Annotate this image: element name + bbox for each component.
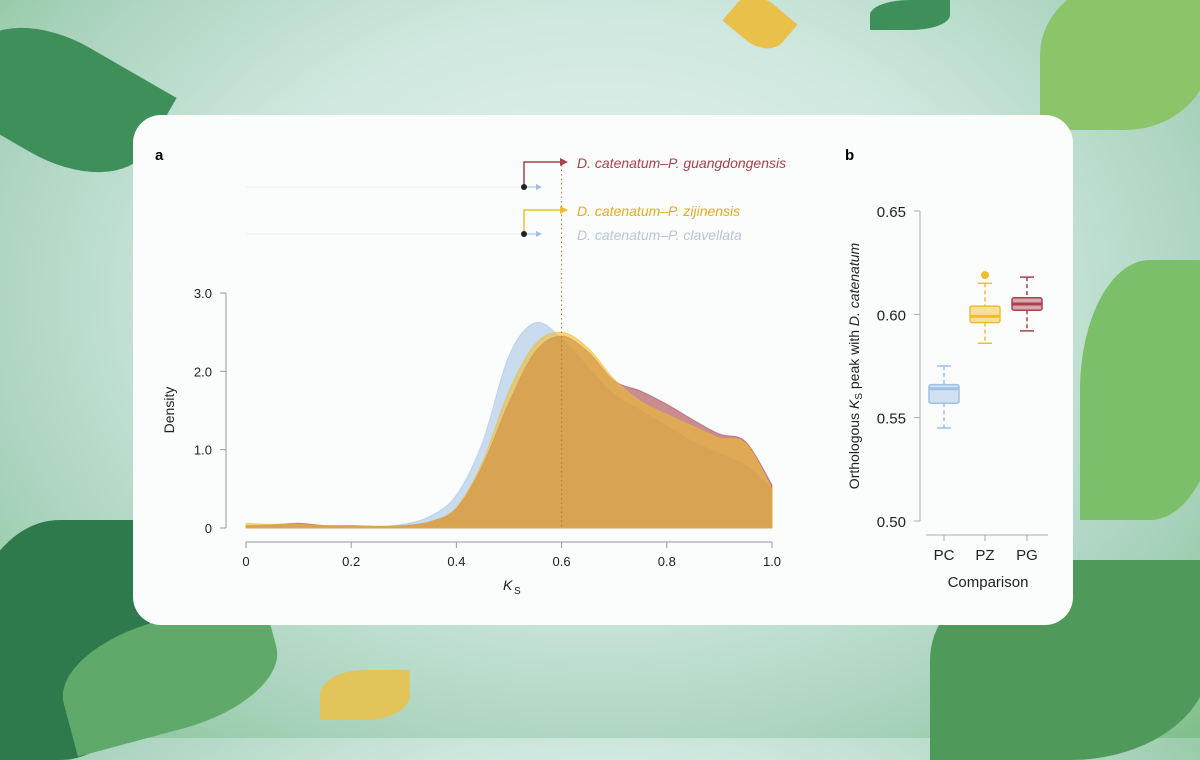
outlier-point	[981, 271, 989, 280]
guangdongensis-arrow	[523, 161, 562, 187]
category-label-pg: PG	[1016, 547, 1038, 564]
background-leaf	[1040, 0, 1200, 130]
panel-label-a: a	[155, 147, 164, 164]
y-axis-label-part: K	[846, 399, 862, 409]
arrowhead-icon	[560, 206, 568, 214]
category-label-pz: PZ	[975, 547, 994, 564]
y-tick-label-b: 0.55	[877, 411, 906, 428]
y-tick-label: 2.0	[194, 364, 212, 379]
background-leaf	[320, 670, 410, 720]
x-axis-label: K	[503, 577, 513, 593]
box-iqr	[969, 305, 1001, 324]
y-axis-label: Density	[161, 387, 177, 434]
y-tick-label-b: 0.60	[877, 307, 906, 324]
y-tick-label: 1.0	[194, 443, 212, 458]
y-axis-label-b: Orthologous KS peak with D. catenatum	[846, 242, 865, 489]
legend-pz: D. catenatum–P. zijinensis	[577, 203, 740, 219]
y-tick-label: 3.0	[194, 286, 212, 301]
arrowhead-icon	[536, 184, 542, 190]
x-tick-label: 0.2	[342, 554, 360, 569]
box-pc	[928, 365, 960, 429]
x-axis-label-subscript: S	[514, 586, 521, 597]
arrowhead-icon	[560, 158, 568, 166]
y-axis-label-part: D. catenatum	[846, 242, 862, 326]
background-leaf	[870, 0, 950, 30]
y-axis-label-part: peak with	[846, 326, 862, 393]
x-tick-label: 1.0	[763, 554, 781, 569]
x-tick-label: 0.6	[553, 554, 571, 569]
legend-pg: D. catenatum–P. guangdongensis	[577, 155, 786, 171]
zijinensis-arrow	[523, 209, 562, 234]
y-axis-label-part: Orthologous	[846, 409, 862, 489]
box-pg	[1011, 276, 1043, 332]
node-dot	[521, 231, 527, 237]
density-area-pz	[245, 331, 773, 529]
category-label-pc: PC	[934, 547, 955, 564]
background-leaf	[1080, 260, 1200, 520]
node-dot	[521, 184, 527, 190]
x-axis-label-b: Comparison	[948, 574, 1029, 591]
x-tick-label: 0.4	[447, 554, 465, 569]
arrowhead-icon	[536, 231, 542, 237]
y-axis-label-part: S	[854, 393, 865, 400]
x-tick-label: 0.8	[658, 554, 676, 569]
y-tick-label: 0	[205, 521, 212, 536]
legend-pc: D. catenatum–P. clavellata	[577, 227, 742, 243]
y-tick-label-b: 0.50	[877, 514, 906, 531]
figure: a b 0 0.2 0.4 0.6 0.8 1.001.02.03.0K SDensity …	[155, 147, 1048, 597]
x-tick-label: 0	[242, 554, 249, 569]
panel-label-b: b	[845, 147, 854, 164]
y-tick-label-b: 0.65	[877, 204, 906, 221]
box-pz	[969, 271, 1001, 345]
